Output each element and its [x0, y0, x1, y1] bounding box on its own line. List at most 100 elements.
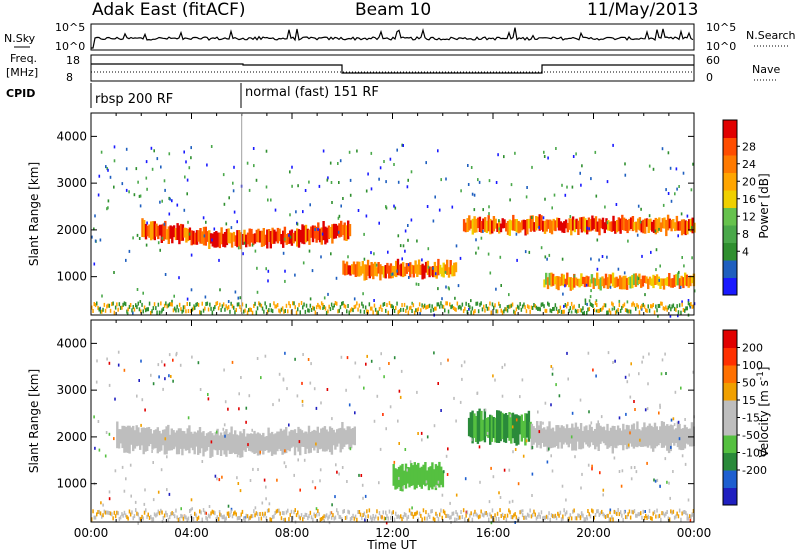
echo-column — [212, 435, 216, 450]
noise-speck — [152, 461, 154, 464]
echo-column — [635, 221, 638, 233]
echo-column — [334, 223, 338, 239]
ground-scatter — [362, 513, 364, 517]
ground-scatter — [246, 310, 249, 315]
echo-column — [348, 224, 352, 237]
noise-speck — [191, 507, 193, 511]
ground-scatter — [359, 512, 362, 517]
echo-column — [501, 412, 504, 440]
echo-column — [204, 435, 207, 452]
ground-scatter — [638, 512, 641, 517]
ground-scatter — [402, 307, 405, 312]
noise-speck — [182, 309, 185, 313]
ground-scatter — [632, 510, 634, 515]
ground-scatter — [391, 511, 393, 516]
ground-scatter — [161, 510, 163, 515]
echo-column — [403, 266, 407, 277]
nsky-tick-top: 10^5 — [55, 21, 85, 34]
noise-speck — [247, 443, 249, 447]
ground-scatter — [348, 310, 350, 315]
noise-speck — [319, 468, 322, 472]
noise-speck — [617, 267, 620, 271]
echo-column — [680, 428, 683, 451]
ground-scatter — [607, 310, 609, 315]
noise-speck — [644, 293, 646, 297]
noise-speck — [338, 181, 340, 184]
noise-speck — [291, 165, 293, 169]
ground-scatter — [351, 516, 353, 521]
ground-scatter — [483, 304, 485, 309]
echo-column — [517, 415, 520, 445]
noise-speck — [135, 167, 138, 171]
x-tick-label: 08:00 — [275, 526, 310, 540]
echo-column — [518, 416, 522, 435]
noise-speck — [383, 160, 385, 163]
noise-speck — [563, 304, 565, 308]
ground-scatter — [124, 513, 127, 518]
ground-scatter — [224, 517, 226, 522]
ground-scatter — [418, 511, 421, 516]
ground-scatter — [191, 307, 193, 312]
echo-column — [536, 421, 539, 448]
echo-column — [283, 226, 287, 243]
ground-scatter — [617, 508, 619, 512]
colorbar-swatch — [723, 400, 737, 418]
noise-speck — [230, 507, 233, 511]
echo-column — [676, 421, 680, 448]
ground-scatter — [606, 514, 608, 518]
echo-column — [583, 277, 587, 288]
ground-scatter — [351, 307, 353, 312]
noise-speck — [382, 413, 384, 416]
echo-column — [253, 430, 256, 454]
ground-scatter — [542, 302, 544, 307]
ground-scatter — [367, 309, 369, 314]
ground-scatter — [368, 302, 371, 307]
noise-speck — [648, 352, 650, 356]
ground-scatter — [195, 513, 197, 518]
ground-scatter — [315, 512, 318, 517]
colorbar-swatch — [723, 225, 737, 243]
ground-scatter — [336, 508, 338, 513]
noise-speck — [634, 408, 636, 411]
time-axis-label: Time UT — [366, 538, 417, 552]
echo-column — [687, 277, 690, 288]
echo-column — [680, 275, 683, 286]
echo-column — [634, 429, 637, 447]
noise-speck — [98, 174, 101, 178]
ground-scatter — [313, 306, 315, 311]
echo-column — [193, 431, 196, 455]
noise-speck — [595, 299, 598, 303]
echo-column — [647, 219, 650, 233]
ground-scatter — [374, 307, 377, 312]
echo-column — [427, 467, 431, 491]
echo-column — [341, 422, 344, 450]
echo-column — [135, 425, 138, 447]
ground-scatter — [555, 306, 558, 311]
ground-scatter — [613, 509, 616, 514]
echo-column — [689, 218, 693, 233]
ground-scatter — [444, 510, 446, 515]
noise-speck — [521, 509, 524, 513]
ground-scatter — [173, 514, 176, 519]
noise-speck — [595, 194, 598, 198]
colorbar-tick-label: 50 — [742, 377, 756, 390]
noise-speck — [678, 437, 681, 441]
echo-column — [368, 265, 371, 279]
ground-scatter — [305, 513, 308, 517]
noise-speck — [370, 151, 373, 155]
ground-scatter — [408, 306, 411, 311]
ground-scatter — [398, 515, 401, 520]
echo-column — [242, 429, 246, 451]
ground-scatter — [496, 309, 499, 314]
ground-scatter — [547, 515, 549, 520]
ground-scatter — [612, 517, 614, 522]
noise-speck — [693, 289, 696, 293]
ground-scatter — [489, 301, 491, 306]
echo-column — [365, 264, 368, 280]
ground-scatter — [236, 302, 239, 307]
echo-column — [440, 267, 444, 277]
x-tick-label: 00:00 — [677, 526, 712, 540]
ground-scatter — [299, 310, 301, 315]
echo-column — [334, 432, 337, 450]
noise-speck — [159, 248, 161, 252]
